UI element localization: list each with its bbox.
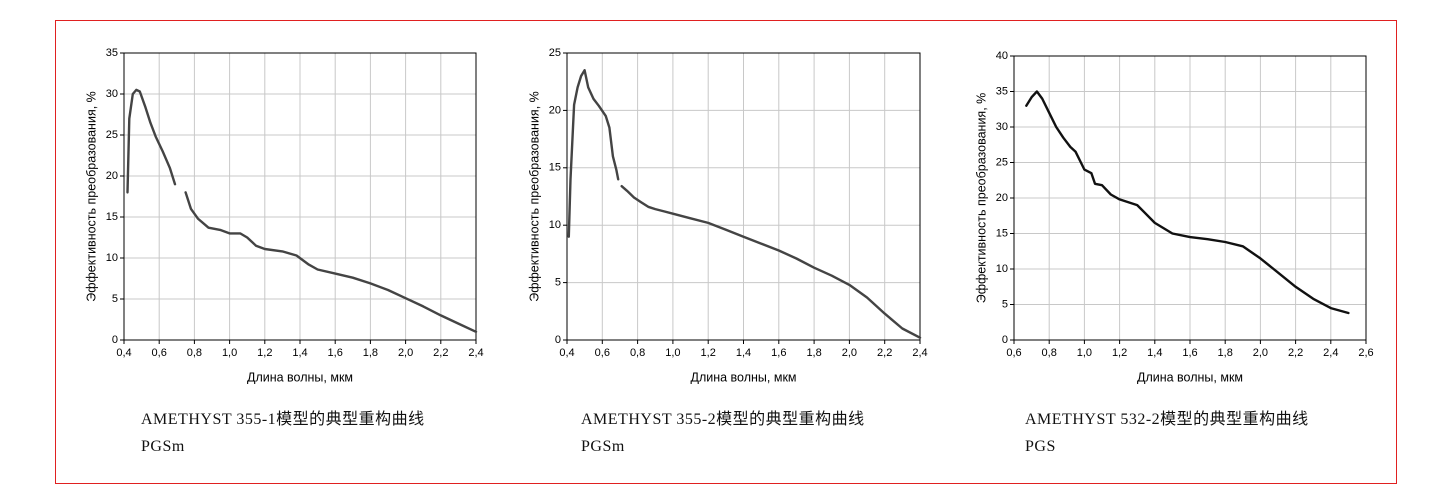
plot-frame [566,52,921,341]
x-axis-title: Длина волны, мкм [690,370,796,384]
x-tick-label: 1,4 [736,347,751,359]
x-tick-label: 0,6 [1006,347,1021,359]
y-tick-label: 15 [106,211,118,223]
x-tick-label: 1,0 [1077,347,1092,359]
x-tick-label: 1,8 [1218,347,1233,359]
figure-frame [55,20,1397,484]
y-tick-label: 10 [106,252,118,264]
x-tick-label: 1,4 [292,347,307,359]
y-tick-label: 5 [555,277,561,289]
x-axis-title: Длина волны, мкм [1137,370,1243,384]
y-tick-label: 30 [106,88,118,100]
caption: AMETHYST 355-2模型的典型重构曲线PGSm [581,411,865,455]
y-tick-label: 35 [996,85,1008,97]
x-tick-label: 0,8 [630,347,645,359]
y-tick-label: 40 [996,50,1008,62]
y-axis-title: Эффективность преобразования, % [974,93,988,304]
x-tick-label: 2,0 [842,347,857,359]
x-tick-label: 0,6 [152,347,167,359]
y-tick-label: 25 [549,47,561,59]
x-tick-label: 2,2 [433,347,448,359]
y-tick-label: 5 [112,293,118,305]
y-tick-label: 20 [996,192,1008,204]
y-tick-label: 20 [106,170,118,182]
plot-frame [123,52,477,341]
y-tick-label: 15 [549,162,561,174]
x-tick-label: 1,0 [665,347,680,359]
y-tick-label: 10 [996,263,1008,275]
y-tick-label: 5 [1002,298,1008,310]
x-tick-label: 0,4 [116,347,131,359]
x-tick-label: 1,8 [363,347,378,359]
data-line [126,88,478,333]
caption: AMETHYST 532-2模型的典型重构曲线PGS [1025,411,1309,455]
plot-frame [1013,55,1367,341]
y-tick-label: 30 [996,121,1008,133]
x-tick-label: 1,8 [806,347,821,359]
x-tick-label: 2,4 [1323,347,1338,359]
y-tick-label: 15 [996,227,1008,239]
x-tick-label: 0,6 [595,347,610,359]
x-tick-label: 2,2 [877,347,892,359]
y-axis-title: Эффективность преобразования, % [527,91,541,302]
y-tick-label: 25 [996,156,1008,168]
y-tick-label: 0 [1002,334,1008,346]
x-tick-label: 1,6 [771,347,786,359]
y-tick-label: 20 [549,104,561,116]
y-tick-label: 0 [555,334,561,346]
x-tick-label: 2,6 [1358,347,1373,359]
x-tick-label: 0,8 [187,347,202,359]
x-tick-label: 0,4 [559,347,574,359]
x-tick-label: 1,2 [701,347,716,359]
x-tick-label: 2,4 [912,347,927,359]
x-tick-label: 1,2 [257,347,272,359]
x-tick-label: 1,6 [328,347,343,359]
x-tick-label: 2,2 [1288,347,1303,359]
x-tick-label: 1,2 [1112,347,1127,359]
y-axis-title: Эффективность преобразования, % [84,91,98,302]
x-tick-label: 1,0 [222,347,237,359]
y-tick-label: 25 [106,129,118,141]
x-axis-title: Длина волны, мкм [247,370,353,384]
x-tick-label: 2,0 [398,347,413,359]
x-tick-label: 2,4 [468,347,483,359]
y-tick-label: 10 [549,219,561,231]
caption: AMETHYST 355-1模型的典型重构曲线PGSm [141,411,425,455]
y-tick-label: 0 [112,334,118,346]
x-tick-label: 2,0 [1253,347,1268,359]
x-tick-label: 0,8 [1042,347,1057,359]
y-tick-label: 35 [106,47,118,59]
x-tick-label: 1,4 [1147,347,1162,359]
data-line [567,69,922,339]
data-line [1025,90,1350,315]
x-tick-label: 1,6 [1182,347,1197,359]
